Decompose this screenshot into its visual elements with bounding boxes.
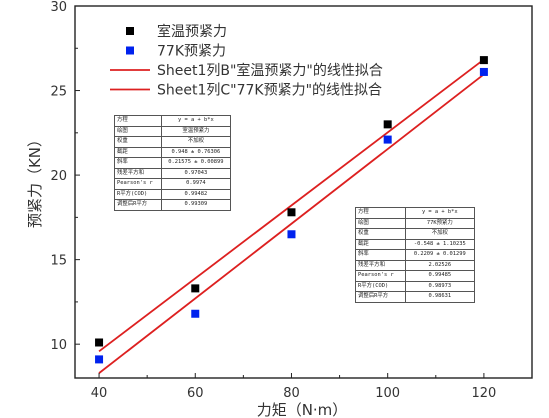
data-point: [287, 230, 296, 239]
legend-label: Sheet1列C"77K预紧力"的线性拟合: [157, 83, 382, 99]
table-cell-label: 方程: [114, 115, 162, 127]
y-axis-title: 预紧力（KN）: [26, 132, 44, 228]
table-row: R平方(COD) 0.99482: [114, 188, 232, 200]
data-point: [383, 120, 392, 129]
table-row: 斜率 0.21575 ± 0.00899: [114, 157, 232, 169]
table-cell-value: 0.99482: [160, 188, 232, 200]
data-point: [95, 355, 104, 364]
data-point: [479, 67, 488, 76]
x-tick-label: 100: [375, 386, 400, 401]
table-cell-label: Pearson's r: [114, 178, 162, 190]
table-row: 调整后R平方 0.98631: [355, 291, 476, 303]
table-row: 斜率 0.2209 ± 0.01299: [355, 249, 476, 261]
table-cell-value: 0.97043: [160, 167, 232, 179]
data-point: [479, 56, 488, 65]
table-cell-label: 残差平方和: [114, 167, 162, 179]
table-cell-label: 方程: [355, 207, 406, 219]
table-cell-label: 绘图: [114, 125, 162, 137]
x-tick-label: 80: [283, 386, 300, 401]
table-cell-value: 2.02526: [404, 259, 476, 271]
x-axis-title: 力矩（N·m）: [257, 401, 348, 418]
table-row: Pearson's r 0.9974: [114, 178, 232, 190]
table-row: 权重 不加权: [355, 228, 476, 240]
fit-lines: [98, 58, 485, 374]
table-cell-label: 截距: [355, 238, 406, 250]
table-cell-value: 0.2209 ± 0.01299: [404, 249, 476, 261]
fit-table-body: 方程 y = a + b*x 绘图 室温预紧力 权重 不加权 截距 0.948 ± 0.763…: [114, 115, 232, 211]
data-point: [95, 338, 104, 347]
fit-table-body: 方程 y = a + b*x 绘图 77K预紧力 权重 不加权 截距 -0.548 ± 1.1…: [355, 207, 476, 303]
table-cell-value: 0.98973: [404, 280, 476, 292]
table-cell-label: 调整后R平方: [355, 291, 406, 303]
table-cell-label: 权重: [355, 228, 406, 240]
axes: 40 60 80 100 120 10 15 20 25 30: [50, 0, 533, 401]
table-cell-value: 不加权: [160, 136, 232, 148]
table-row: 调整后R平方 0.99309: [114, 199, 232, 211]
legend-label: 室温预紧力: [157, 23, 227, 40]
table-row: 截距 0.948 ± 0.76306: [114, 146, 232, 158]
table-cell-label: 调整后R平方: [114, 199, 162, 211]
y-tick-label: 15: [50, 254, 67, 269]
y-tick-label: 30: [50, 0, 67, 15]
table-row: R平方(COD) 0.98973: [355, 280, 476, 292]
table-row: 绘图 室温预紧力: [114, 125, 232, 137]
table-cell-value: 室温预紧力: [160, 125, 232, 137]
legend-label: Sheet1列B"室温预紧力"的线性拟合: [157, 62, 383, 79]
legend-label: 77K预紧力: [157, 44, 226, 60]
table-cell-value: 0.98631: [404, 291, 476, 303]
legend-swatch: [126, 46, 134, 55]
y-tick-label: 10: [50, 338, 67, 353]
table-row: 权重 不加权: [114, 136, 232, 148]
fit-line: [98, 73, 485, 374]
table-cell-label: 截距: [114, 146, 162, 158]
table-cell-label: 斜率: [355, 249, 406, 261]
table-row: 绘图 77K预紧力: [355, 217, 476, 229]
table-cell-value: 0.9974: [160, 178, 232, 190]
x-tick-label: 120: [471, 386, 496, 401]
y-tick-label: 25: [50, 85, 67, 100]
table-row: Pearson's r 0.99485: [355, 270, 476, 282]
x-tick-label: 60: [187, 386, 204, 401]
table-row: 残差平方和 2.02526: [355, 259, 476, 271]
data-point: [191, 284, 200, 293]
table-cell-label: Pearson's r: [355, 270, 406, 282]
fit-table-77k: 方程 y = a + b*x 绘图 77K预紧力 权重 不加权 截距 -0.548 ± 1.1…: [355, 207, 476, 303]
table-cell-value: 0.99309: [160, 199, 232, 211]
table-cell-label: 残差平方和: [355, 259, 406, 271]
table-cell-label: 斜率: [114, 157, 162, 169]
table-cell-label: 绘图: [355, 217, 406, 229]
y-tick-label: 20: [50, 169, 67, 184]
table-row: 截距 -0.548 ± 1.10235: [355, 238, 476, 250]
fit-table-room-temp: 方程 y = a + b*x 绘图 室温预紧力 权重 不加权 截距 0.948 ± 0.763…: [114, 115, 232, 211]
legend-swatch: [126, 27, 134, 35]
table-cell-value: y = a + b*x: [160, 115, 232, 127]
table-cell-value: y = a + b*x: [404, 207, 476, 219]
table-cell-value: 0.21575 ± 0.00899: [160, 157, 232, 169]
legend: 室温预紧力 77K预紧力 Sheet1列B"室温预紧力"的线性拟合 Sheet1列C"…: [110, 23, 383, 99]
table-cell-label: R平方(COD): [355, 280, 406, 292]
table-cell-value: 0.99485: [404, 270, 476, 282]
table-row: 残差平方和 0.97043: [114, 167, 232, 179]
plot-frame: [74, 5, 533, 379]
table-cell-value: 0.948 ± 0.76306: [160, 146, 232, 158]
x-tick-label: 40: [91, 386, 108, 401]
table-cell-value: 77K预紧力: [404, 217, 476, 229]
data-point: [383, 135, 392, 144]
table-row: 方程 y = a + b*x: [114, 115, 232, 127]
table-cell-value: 不加权: [404, 228, 476, 240]
table-cell-label: R平方(COD): [114, 188, 162, 200]
table-row: 方程 y = a + b*x: [355, 207, 476, 219]
table-cell-value: -0.548 ± 1.10235: [404, 238, 476, 250]
data-points: [95, 56, 488, 364]
data-point: [287, 208, 296, 217]
fit-line: [98, 58, 485, 353]
table-cell-label: 权重: [114, 136, 162, 148]
data-point: [191, 309, 200, 318]
